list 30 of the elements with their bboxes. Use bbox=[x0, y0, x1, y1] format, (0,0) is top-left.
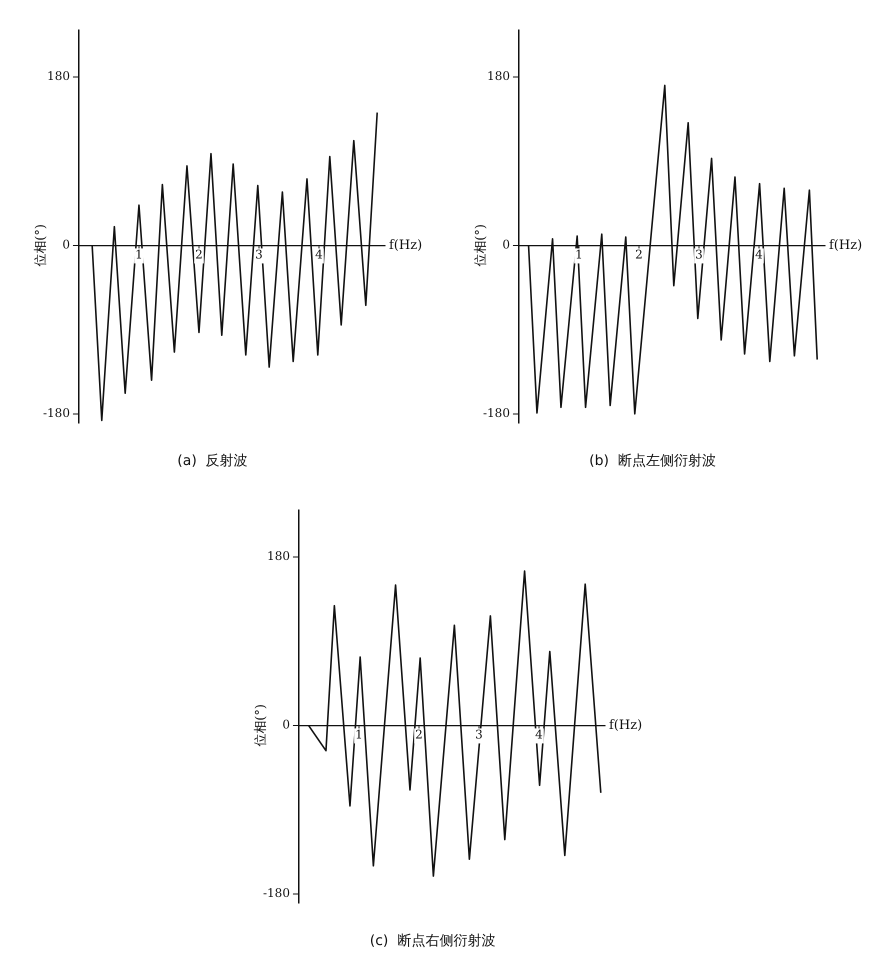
y-axis-title: 位相(°) bbox=[253, 704, 268, 747]
x-tick-label: 4 bbox=[315, 248, 324, 262]
x-axis-title: f(Hz) bbox=[389, 238, 422, 253]
y-tick-label: 180 bbox=[267, 549, 290, 564]
y-tick-label: 0 bbox=[502, 238, 510, 252]
x-tick-label: 1 bbox=[355, 728, 363, 742]
text: (c) 断点右侧衍射波 bbox=[370, 933, 496, 950]
x-tick-label: 2 bbox=[635, 248, 643, 262]
x-axis-title: f(Hz) bbox=[609, 718, 642, 733]
x-tick-label: 3 bbox=[695, 248, 703, 262]
y-tick-label: 180 bbox=[487, 69, 510, 84]
x-tick-label: 4 bbox=[535, 728, 544, 742]
y-tick-label: -180 bbox=[262, 886, 290, 900]
x-tick-label: 1 bbox=[575, 248, 583, 262]
y-axis-title: 位相(°) bbox=[33, 224, 48, 267]
y-tick-label: -180 bbox=[42, 406, 70, 420]
y-tick-label: 180 bbox=[47, 69, 70, 84]
y-tick-label: 0 bbox=[282, 718, 290, 732]
x-tick-label: 2 bbox=[415, 728, 423, 742]
y-axis-title: 位相(°) bbox=[473, 224, 488, 267]
x-tick-label: 1 bbox=[135, 248, 143, 262]
text: (a) 反射波 bbox=[177, 453, 248, 470]
x-tick-label: 3 bbox=[255, 248, 263, 262]
y-tick-label: 0 bbox=[62, 238, 70, 252]
x-tick-label: 4 bbox=[755, 248, 764, 262]
x-tick-label: 2 bbox=[195, 248, 203, 262]
y-tick-label: -180 bbox=[482, 406, 510, 420]
text: (b) 断点左侧衍射波 bbox=[589, 453, 716, 470]
x-axis-title: f(Hz) bbox=[829, 238, 862, 253]
x-tick-label: 3 bbox=[475, 728, 483, 742]
